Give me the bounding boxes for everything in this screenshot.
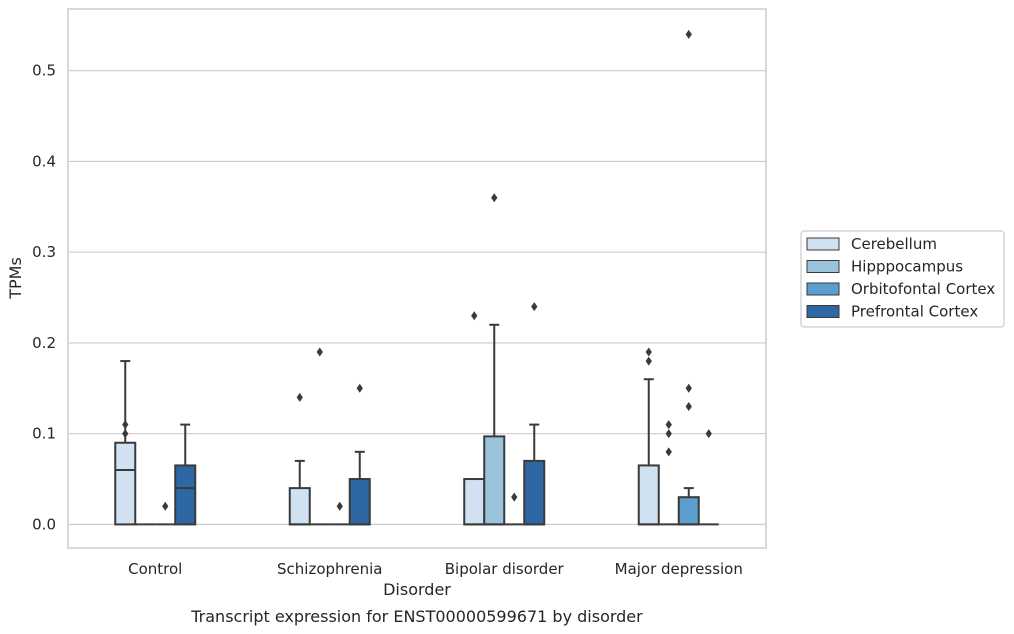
y-axis-title: TPMs [6, 257, 25, 300]
box-0-0 [114, 360, 137, 526]
x-tick-label: Bipolar disorder [445, 560, 565, 578]
box-2-1 [329, 501, 350, 526]
box-body [677, 496, 700, 526]
outlier-point [645, 347, 652, 357]
box-3-1 [348, 383, 371, 526]
outlier-point [705, 429, 712, 439]
box-body [483, 435, 506, 526]
plot-border [67, 8, 767, 549]
box-layer [114, 29, 719, 526]
outlier-point [122, 420, 129, 430]
box-body [463, 478, 486, 526]
box-body [348, 478, 371, 526]
outlier-point [356, 383, 363, 393]
legend-label: Hipppocampus [851, 258, 963, 276]
outlier-point [685, 383, 692, 393]
outlier-point [645, 356, 652, 366]
outlier-point [665, 447, 672, 457]
legend: Cerebellum Hipppocampus Orbitofontal Corte… [800, 230, 1005, 328]
legend-swatch [806, 237, 840, 251]
box-body [114, 441, 137, 526]
legend-box [800, 230, 1005, 328]
legend-item: Prefrontal Cortex [806, 303, 978, 321]
box-body [288, 487, 311, 526]
y-tick-label: 0.3 [32, 243, 56, 261]
outlier-point [685, 401, 692, 411]
legend-swatch [806, 260, 840, 273]
y-tick-label: 0.1 [32, 425, 56, 443]
x-tick-label: Schizophrenia [277, 560, 382, 578]
y-tick-label: 0.5 [32, 62, 56, 80]
box-body [523, 459, 546, 526]
box-1-1 [309, 347, 330, 526]
box-1-3 [658, 420, 679, 526]
outlier-point [511, 492, 518, 502]
outlier-point [336, 501, 343, 511]
legend-item: Hipppocampus [806, 258, 963, 276]
box-0-1 [288, 392, 311, 526]
legend-item: Orbitofontal Cortex [806, 280, 995, 298]
outlier-point [531, 302, 538, 312]
legend-label: Cerebellum [851, 235, 937, 253]
y-tick-label: 0.2 [32, 334, 56, 352]
outlier-point [162, 501, 169, 511]
box-2-3 [677, 29, 700, 526]
outlier-point [471, 311, 478, 321]
outlier-point [296, 392, 303, 402]
box-2-2 [504, 492, 525, 526]
box-body [174, 464, 197, 526]
legend-label: Orbitofontal Cortex [851, 280, 995, 298]
box-3-3 [698, 429, 719, 526]
legend-item: Cerebellum [806, 235, 937, 253]
box-body [637, 464, 660, 526]
legend-label: Prefrontal Cortex [851, 303, 978, 321]
outlier-point [316, 347, 323, 357]
chart-title: Transcript expression for ENST0000059967… [190, 607, 643, 626]
y-tick-labels: 0.0 0.1 0.2 0.3 0.4 0.5 [32, 62, 56, 534]
outlier-point [491, 193, 498, 203]
box-3-0 [174, 423, 197, 526]
outlier-point [665, 420, 672, 430]
box-2-0 [155, 501, 176, 526]
outlier-point [685, 29, 692, 39]
box-1-2 [483, 193, 506, 526]
legend-swatch [806, 305, 840, 318]
x-tick-labels: Control Schizophrenia Bipolar disorder Majo… [128, 560, 743, 578]
y-tick-label: 0.0 [32, 515, 56, 533]
x-tick-label: Control [128, 560, 182, 578]
plot-frame [67, 8, 767, 549]
box-3-2 [523, 302, 546, 526]
x-axis-title: Disorder [383, 580, 451, 599]
legend-swatch [806, 282, 840, 296]
x-tick-label: Major depression [615, 560, 743, 578]
box-0-3 [637, 347, 660, 526]
y-tick-label: 0.4 [32, 152, 56, 170]
outlier-point [122, 429, 129, 439]
outlier-point [665, 429, 672, 439]
